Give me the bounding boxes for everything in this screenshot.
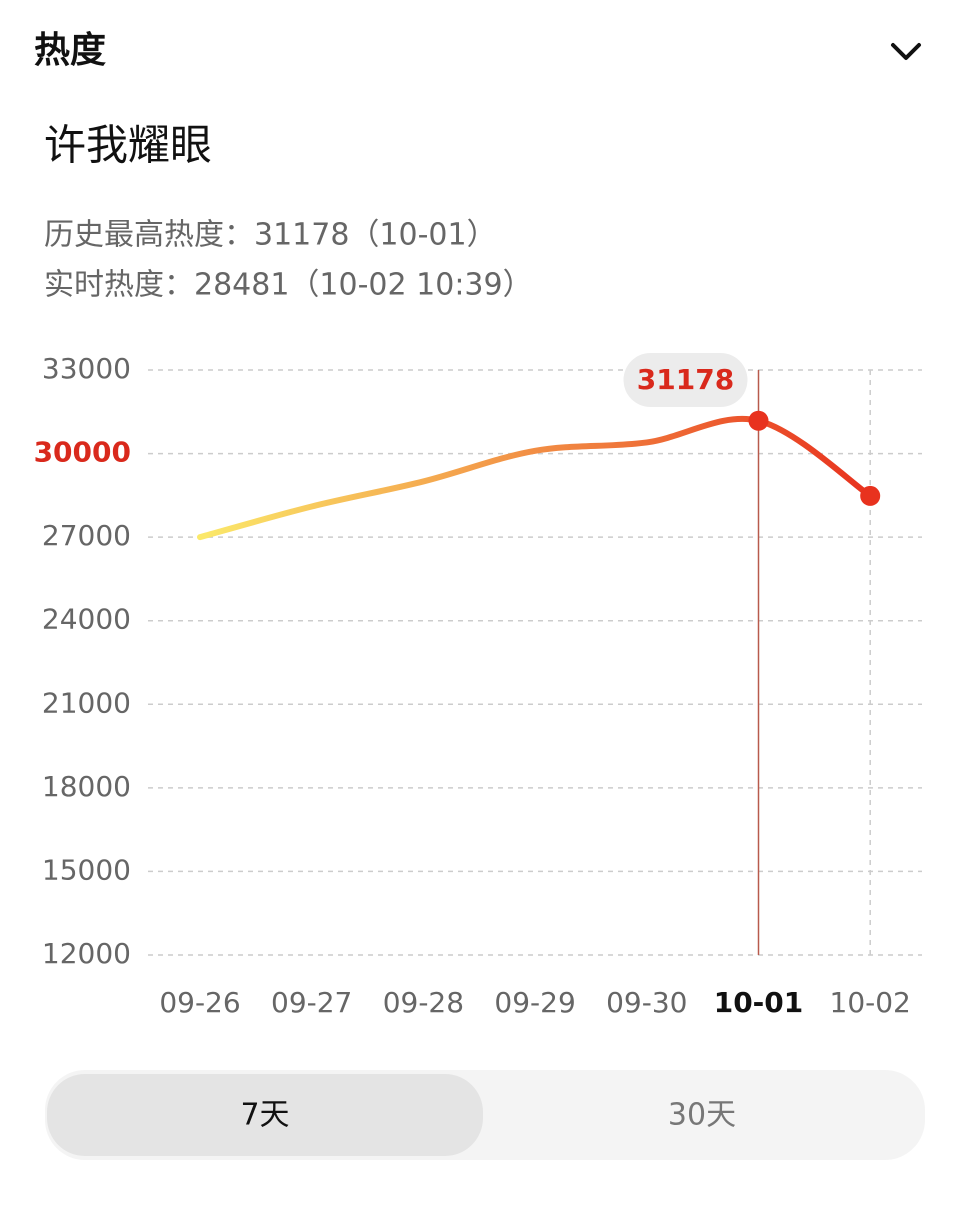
y-tick-label: 33000 bbox=[42, 352, 131, 385]
item-title: 许我耀眼 bbox=[44, 121, 212, 170]
y-tick-label: 27000 bbox=[42, 519, 131, 552]
tab[interactable]: 7天 bbox=[240, 1098, 289, 1133]
y-tick-label: 21000 bbox=[42, 686, 131, 719]
tab[interactable]: 30天 bbox=[668, 1098, 736, 1133]
y-tick-label: 15000 bbox=[42, 853, 131, 886]
heat-line bbox=[197, 415, 874, 541]
stat-line: 历史最高热度：31178（10-01） bbox=[44, 218, 497, 253]
stat-line: 实时热度：28481（10-02 10:39） bbox=[44, 268, 533, 303]
active-tab-bg bbox=[47, 1074, 483, 1156]
x-tick-label: 10-01 bbox=[714, 986, 804, 1019]
point bbox=[860, 485, 881, 506]
y-tick-label: 18000 bbox=[42, 770, 131, 803]
tooltip-value: 31178 bbox=[637, 363, 734, 396]
point bbox=[748, 410, 769, 431]
x-tick-label: 09-27 bbox=[271, 986, 352, 1019]
x-tick-label: 09-30 bbox=[606, 986, 687, 1019]
header-title: 热度 bbox=[34, 30, 106, 71]
y-tick-label: 12000 bbox=[42, 937, 131, 970]
y-tick-label: 24000 bbox=[42, 603, 131, 636]
x-tick-label: 09-29 bbox=[494, 986, 575, 1019]
x-tick-label: 09-26 bbox=[159, 986, 240, 1019]
x-tick-label: 10-02 bbox=[830, 986, 911, 1019]
tooltip-bg bbox=[623, 353, 748, 407]
collapse-chevron[interactable] bbox=[891, 43, 921, 60]
y-tick-label: 30000 bbox=[34, 436, 131, 469]
chart: 12000 15000 18000 21000 24000 27000 30000 33000… bbox=[34, 352, 922, 1019]
x-tick-label: 09-28 bbox=[383, 986, 464, 1019]
